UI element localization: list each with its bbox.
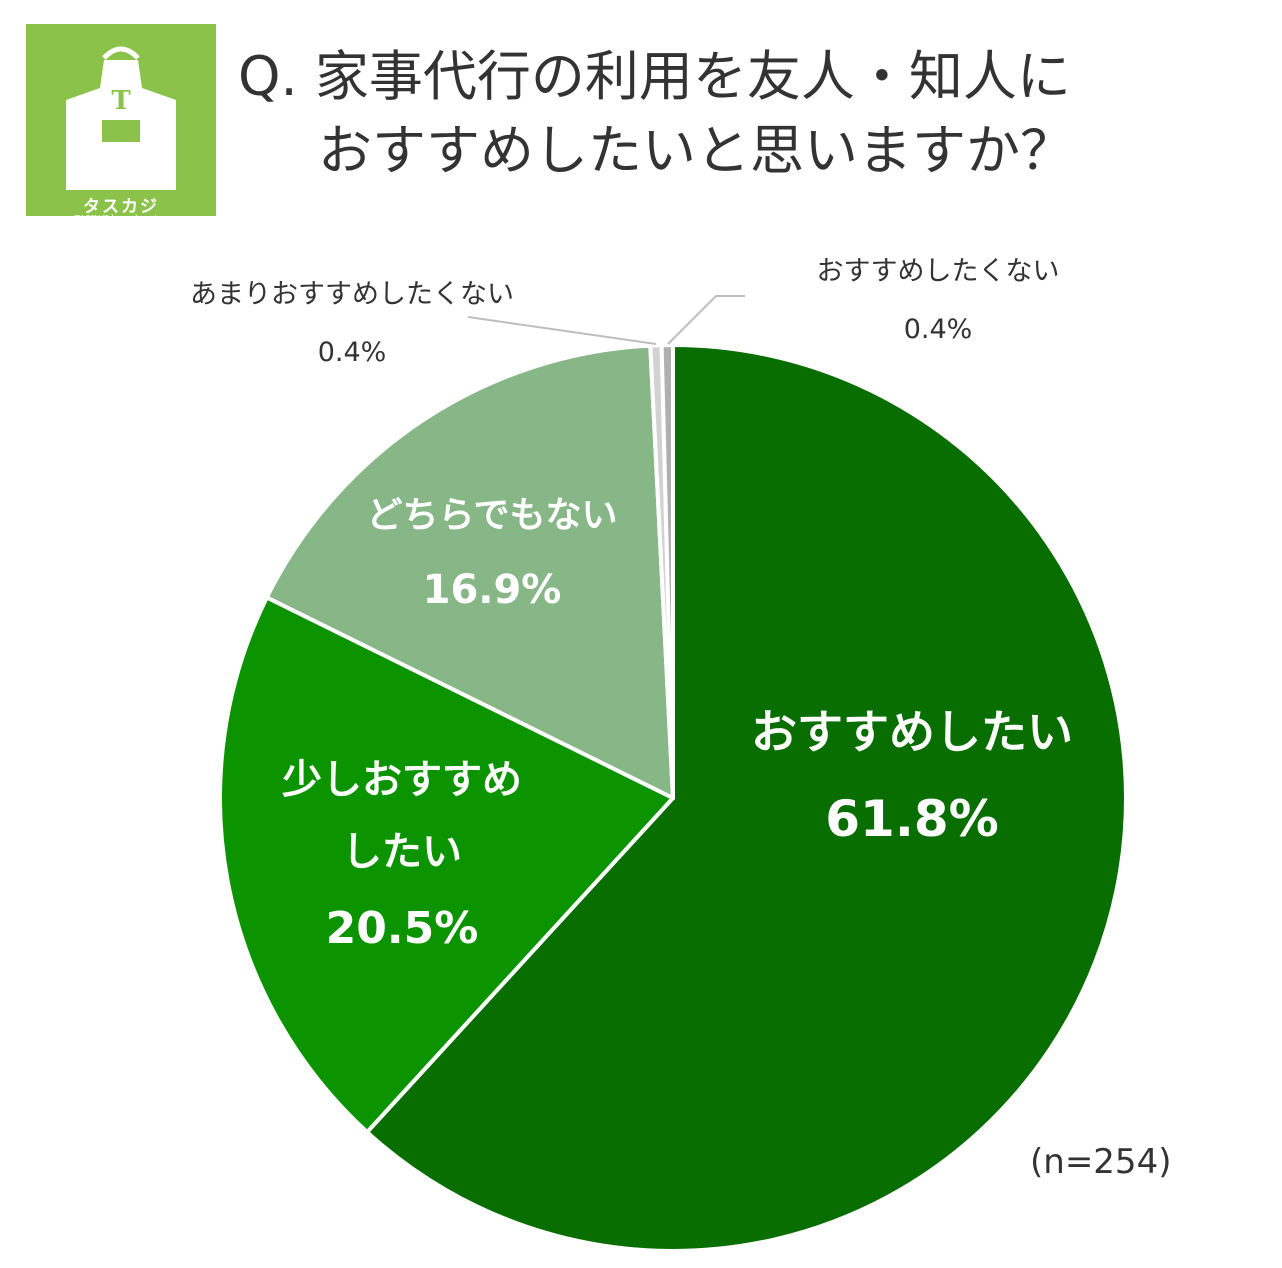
slice-value-3: 16.9%	[423, 567, 562, 613]
taskaji-logo: T タスカジ TASKAJI housekeeping	[26, 24, 216, 223]
slice-label-5: おすすめしたくない	[817, 256, 1060, 287]
slice-value-2: 20.5%	[326, 903, 479, 954]
slice-label-4: あまりおすすめしたくない	[190, 279, 514, 310]
leader-line-5	[667, 295, 745, 345]
slice-value-5: 0.4%	[904, 314, 973, 345]
pie-slice-3	[264, 343, 675, 800]
apron-icon	[66, 46, 176, 190]
slice-value-1: 61.8%	[825, 790, 998, 848]
logo-name: タスカジ	[83, 197, 159, 217]
title-line-2: おすすめしたいと思いますか？	[318, 119, 1074, 182]
sample-size-label: (n=254)	[1030, 1142, 1172, 1182]
slice-label-1: おすすめしたい	[751, 705, 1073, 759]
pie-slice-2	[218, 595, 675, 1135]
pie-slice-5	[659, 343, 675, 800]
chart-title: Q. 家事代行の利用を友人・知人に おすすめしたいと思いますか？	[238, 40, 1258, 188]
slice-value-4: 0.4%	[318, 337, 387, 368]
slice-label-3: どちらでもない	[367, 495, 618, 536]
pie-slice-1	[365, 343, 1128, 1253]
logo-subtitle: TASKAJI housekeeping	[74, 214, 168, 223]
leader-line-4	[467, 316, 657, 345]
title-line-1: Q. 家事代行の利用を友人・知人に	[238, 45, 1071, 108]
slice-label-2-line-1: 少しおすすめ	[282, 757, 522, 803]
slice-label-2-line-2: したい	[342, 829, 462, 875]
apron-letter: T	[111, 86, 131, 116]
